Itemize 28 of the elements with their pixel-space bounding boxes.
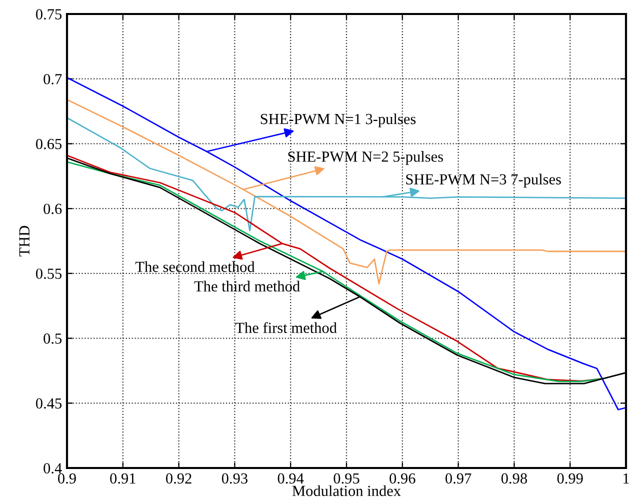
annotation: SHE-PWM N=3 7-pulses xyxy=(406,174,561,188)
x-tick-label: 0.98 xyxy=(501,473,527,484)
x-tick-label: 0.9 xyxy=(58,473,76,484)
y-axis-title: THD xyxy=(19,226,30,256)
y-tick-label: 0.6 xyxy=(44,204,62,214)
x-tick-label: 0.94 xyxy=(278,473,304,484)
y-tick-label: 0.65 xyxy=(36,138,62,150)
y-tick-label: 0.4 xyxy=(44,463,62,474)
y-tick-label: 0.7 xyxy=(44,74,62,84)
x-tick-label: 0.92 xyxy=(166,473,192,484)
y-tick-label: 0.75 xyxy=(36,9,62,20)
annotation: SHE-PWM N=2 5-pulses xyxy=(288,151,443,165)
annotation: The third method xyxy=(194,280,300,292)
annotation: SHE-PWM N=1 3-pulses xyxy=(260,113,416,128)
x-tick-label: 0.97 xyxy=(446,473,472,484)
x-tick-label: 1 xyxy=(624,473,629,484)
x-tick-label: 0.96 xyxy=(390,473,416,484)
annotation: The second method xyxy=(135,261,255,272)
annotation: The first method xyxy=(235,322,337,334)
y-tick-label: 0.55 xyxy=(36,268,62,279)
x-tick-label: 0.93 xyxy=(222,473,248,484)
y-tick-label: 0.5 xyxy=(44,333,62,344)
line-series xyxy=(67,76,626,410)
y-tick-label: 0.45 xyxy=(36,398,62,409)
x-tick-label: 0.95 xyxy=(334,473,360,484)
x-tick-label: 0.99 xyxy=(557,473,583,484)
x-axis-title: Modulation index xyxy=(292,485,401,496)
x-tick-label: 0.91 xyxy=(110,473,136,484)
